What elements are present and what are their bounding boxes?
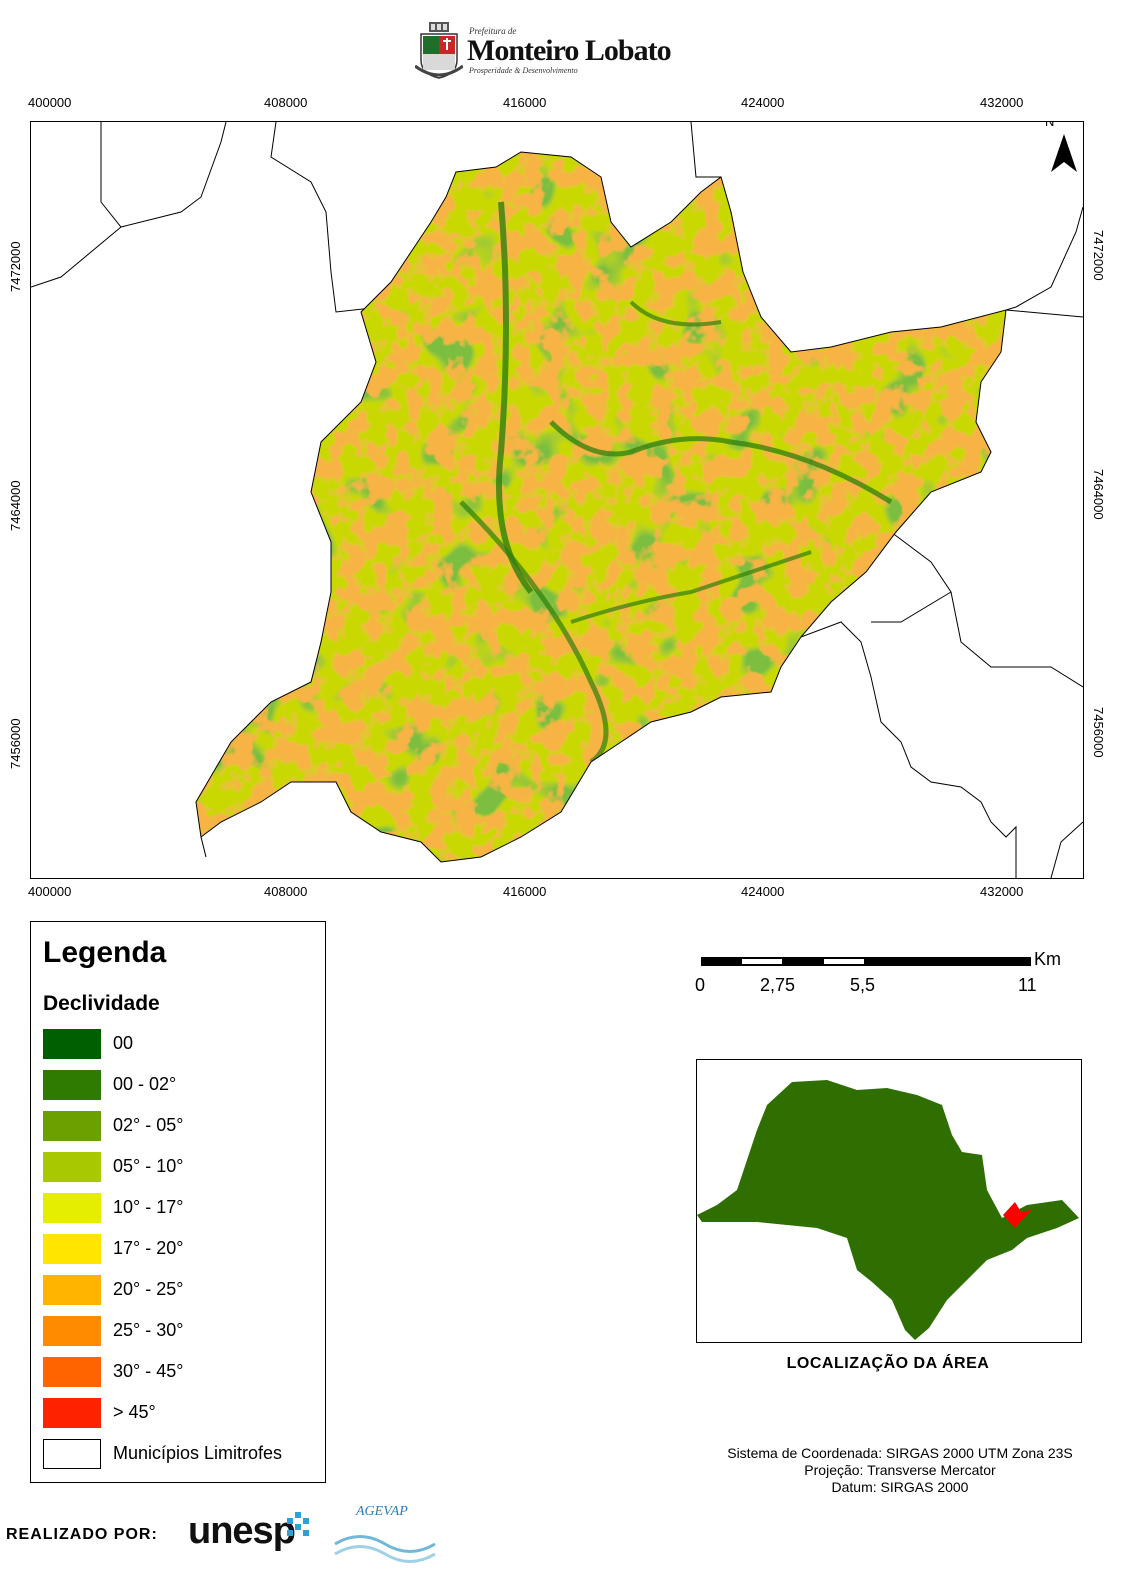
y-tick-left-2: 7464000 [8,480,23,531]
y-tick-right-1: 7472000 [1091,230,1106,281]
crs-datum: Datum: SIRGAS 2000 [831,1479,969,1495]
legend-label: Municípios Limitrofes [113,1443,283,1463]
crs-system: Sistema de Coordenada: SIRGAS 2000 UTM Z… [727,1445,1073,1461]
legend-swatch [43,1111,101,1141]
legend-swatch [43,1275,101,1305]
legend-item: 20° - 25° [43,1275,313,1307]
scale-label-3: 11 [1018,975,1037,995]
x-tick-bottom-5: 432000 [980,884,1024,899]
scale-bar: Km 0 2,75 5,5 11 [695,949,1061,1005]
legend-swatch [43,1029,101,1059]
x-tick-top-1: 400000 [28,95,72,110]
legend-swatch [43,1070,101,1100]
location-inset-map [696,1059,1082,1343]
municipality-logo: Prefeitura de Monteiro Lobato Prosperida… [415,20,672,84]
sao-paulo-state-map [697,1080,1079,1340]
coordinate-system-info: Sistema de Coordenada: SIRGAS 2000 UTM Z… [640,1445,1080,1496]
legend-item: 05° - 10° [43,1152,313,1184]
legend-item: Municípios Limitrofes [43,1439,313,1471]
scale-label-1: 2,75 [760,975,796,995]
x-tick-bottom-1: 400000 [28,884,72,899]
x-tick-top-3: 416000 [503,95,547,110]
legend-label: 10° - 17° [113,1197,184,1217]
x-tick-bottom-4: 424000 [741,884,785,899]
scale-label-2: 5,5 [850,975,876,995]
legend-item: 10° - 17° [43,1193,313,1225]
x-tick-bottom-3: 416000 [503,884,547,899]
legend-subtitle: Declividade [43,992,160,1015]
legend-item: 30° - 45° [43,1357,313,1389]
y-tick-left-3: 7456000 [8,718,23,769]
logo-prefix: Prefeitura de [469,26,517,36]
y-tick-right-3: 7456000 [1091,707,1106,758]
slope-raster [196,152,1006,862]
legend-item: > 45° [43,1398,313,1430]
y-tick-left-1: 7472000 [8,241,23,292]
legend-item: 00 [43,1029,313,1061]
legend-swatch [43,1316,101,1346]
x-tick-top-2: 408000 [264,95,308,110]
scale-unit: Km [1034,949,1061,969]
north-label: N [1045,121,1055,129]
legend-swatch [43,1357,101,1387]
legend-label: > 45° [113,1402,156,1422]
legend-label: 30° - 45° [113,1361,184,1381]
legend-swatch [43,1152,101,1182]
legend-item: 17° - 20° [43,1234,313,1266]
logo-subtitle: Prosperidade & Desenvolvimento [469,66,578,75]
slope-map: N [30,121,1084,879]
legend-swatch [43,1193,101,1223]
scale-label-0: 0 [695,975,706,995]
coat-of-arms-icon [415,22,463,79]
x-tick-bottom-2: 408000 [264,884,308,899]
agevap-text: AGEVAP [356,1504,408,1519]
legend-label: 25° - 30° [113,1320,184,1340]
legend-swatch [43,1398,101,1428]
legend: Legenda Declividade 00 00 - 02° 02° - 05° 0… [30,921,326,1483]
legend-label: 00 - 02° [113,1074,177,1094]
scale-bar-graphic [701,957,1031,966]
slope-map-canvas [31,122,1083,878]
legend-title: Legenda [43,936,167,969]
inset-title: LOCALIZAÇÃO DA ÁREA [786,1355,990,1372]
credits-label: REALIZADO POR: [6,1526,158,1543]
study-area-outline [195,151,1007,863]
logo-title: Monteiro Lobato [467,34,672,67]
legend-label: 20° - 25° [113,1279,184,1299]
legend-item: 00 - 02° [43,1070,313,1102]
x-tick-top-5: 432000 [980,95,1024,110]
y-tick-right-2: 7464000 [1091,469,1106,520]
legend-swatch [43,1234,101,1264]
legend-item: 25° - 30° [43,1316,313,1348]
agevap-logo: AGEVAP [330,1502,440,1566]
legend-label: 00 [113,1033,134,1053]
legend-item: 02° - 05° [43,1111,313,1143]
x-tick-top-4: 424000 [741,95,785,110]
agevap-wave-icon [334,1535,436,1563]
legend-swatch [43,1439,101,1469]
crs-projection: Projeção: Transverse Mercator [804,1462,996,1478]
legend-label: 17° - 20° [113,1238,184,1258]
legend-label: 02° - 05° [113,1115,184,1135]
unesp-mark-icon [287,1512,309,1536]
north-arrow-icon [1051,134,1077,172]
legend-label: 05° - 10° [113,1156,184,1176]
unesp-logo: unesp [188,1510,296,1552]
